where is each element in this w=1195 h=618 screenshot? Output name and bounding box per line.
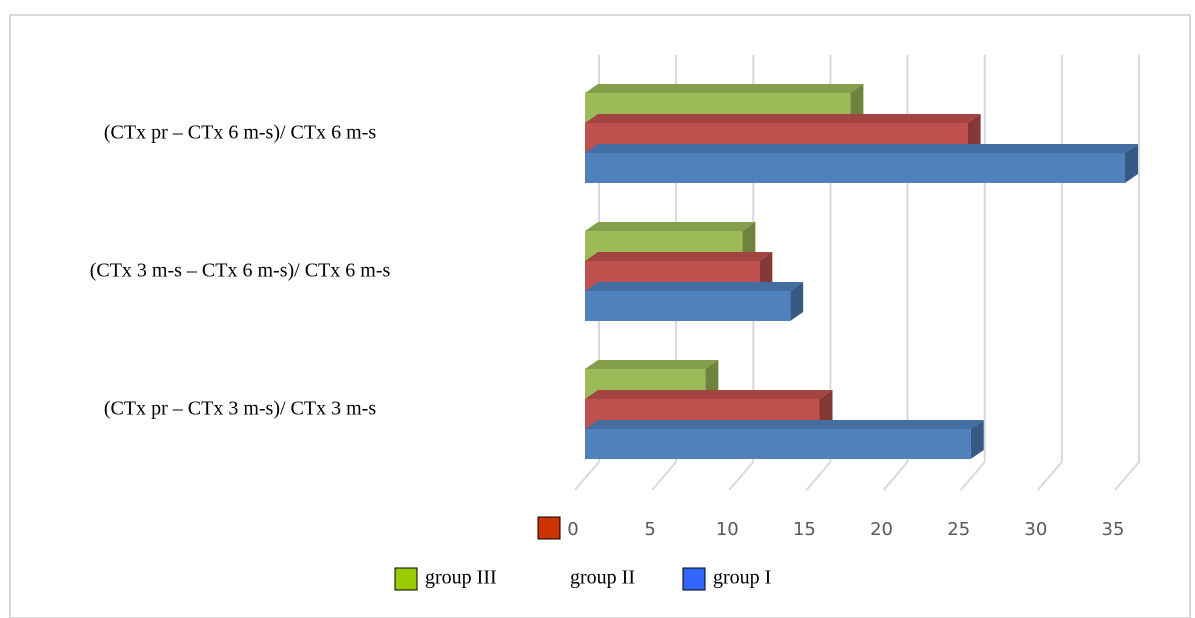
bar (585, 144, 1138, 183)
bar (585, 420, 984, 459)
bar-side (705, 360, 719, 399)
bar-top (585, 114, 981, 123)
grid-line (1114, 461, 1140, 491)
bar-side (790, 282, 804, 321)
legend-swatch (537, 516, 561, 540)
bar-side (850, 84, 864, 123)
bar-face (585, 429, 971, 459)
category-label: (CTx 3 m-s – CTx 6 m-s)/ CTx 6 m-s (90, 260, 391, 282)
grid-line (574, 461, 600, 491)
legend-label: group I (713, 567, 771, 589)
x-tick-label: 30 (1024, 519, 1047, 540)
bar-top (585, 282, 804, 291)
grid-line (959, 461, 986, 491)
grid-line (651, 461, 677, 491)
bar-top (585, 144, 1138, 153)
grid-line (728, 461, 755, 491)
grid-line (882, 461, 909, 491)
bar-side (967, 114, 981, 153)
frame (9, 14, 1191, 618)
grid-line (805, 461, 832, 491)
grid-line (1037, 461, 1063, 491)
x-tick-label: 35 (1102, 519, 1125, 540)
bar-top (585, 390, 833, 399)
x-tick-label: 15 (793, 519, 816, 540)
x-tick-label: 0 (567, 519, 578, 540)
legend-swatch (394, 567, 418, 591)
x-tick-label: 10 (716, 519, 739, 540)
bar-top (585, 222, 756, 231)
bar-side (759, 252, 773, 291)
legend-label: group II (570, 567, 635, 589)
bar-top (585, 252, 773, 261)
bar-top (585, 84, 864, 93)
legend-swatch (682, 567, 706, 591)
bar-top (585, 360, 719, 369)
x-tick-label: 5 (644, 519, 655, 540)
legend-label: group III (425, 567, 497, 589)
bar-top (585, 420, 984, 429)
bar-side (819, 390, 833, 429)
bar (585, 282, 804, 321)
x-tick-label: 20 (870, 519, 893, 540)
bar-side (1125, 144, 1138, 183)
bar-face (585, 153, 1125, 183)
bar-side (970, 420, 984, 459)
category-label: (CTx pr – CTx 6 m-s)/ CTx 6 m-s (104, 122, 376, 144)
category-label: (CTx pr – CTx 3 m-s)/ CTx 3 m-s (104, 398, 376, 420)
x-tick-label: 25 (947, 519, 970, 540)
bar-side (742, 222, 756, 261)
bar-face (585, 291, 791, 321)
